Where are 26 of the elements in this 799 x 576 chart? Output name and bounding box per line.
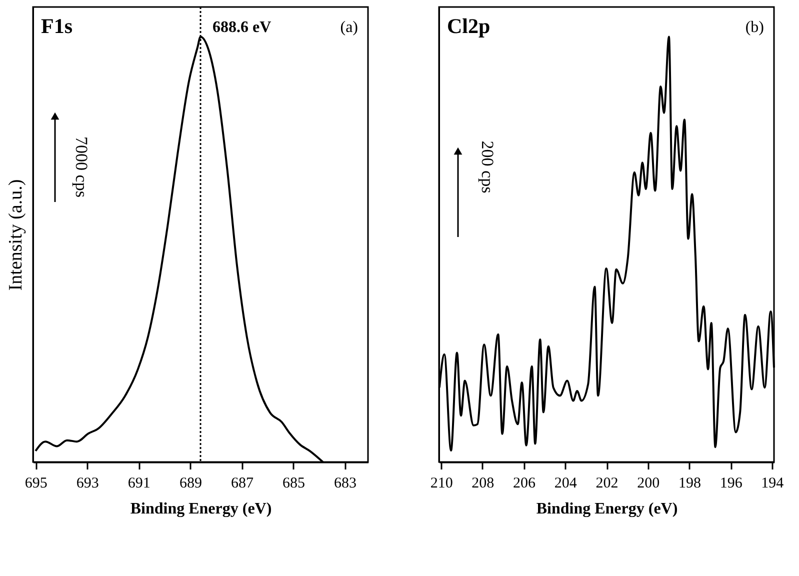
annotation: 7000 cps <box>72 136 91 198</box>
x-tick-label: 685 <box>282 476 306 492</box>
x-tick-label: 691 <box>128 476 150 492</box>
text: (a) <box>340 19 358 36</box>
x-tick-label: 208 <box>472 476 494 492</box>
x-tick-label: 196 <box>720 476 743 492</box>
x-tick-label: 693 <box>76 476 99 492</box>
annotation: F1s <box>41 14 72 38</box>
x-tick-label: 683 <box>334 476 357 492</box>
annotation: 200 cps <box>478 140 497 194</box>
x-tick-label: 695 <box>24 476 48 492</box>
x-tick-label: 206 <box>513 476 536 492</box>
x-tick-label: 194 <box>761 476 784 492</box>
x-tick-label: 200 <box>637 476 660 492</box>
y-axis-title: Intensity (a.u.) <box>6 179 26 291</box>
annotation: Cl2p <box>447 14 490 38</box>
x-tick-label: 687 <box>230 476 254 492</box>
x-axis-title: Binding Energy (eV) <box>130 500 272 518</box>
x-tick-label: 689 <box>179 476 202 492</box>
x-tick-label: 210 <box>430 476 453 492</box>
x-tick-label: 204 <box>554 476 578 492</box>
ref-line-label: 688.6 eV <box>212 19 272 36</box>
x-axis-title: Binding Energy (eV) <box>536 500 678 518</box>
x-tick-label: 202 <box>596 476 618 492</box>
x-tick-label: 198 <box>678 476 701 492</box>
text: (b) <box>745 19 764 36</box>
